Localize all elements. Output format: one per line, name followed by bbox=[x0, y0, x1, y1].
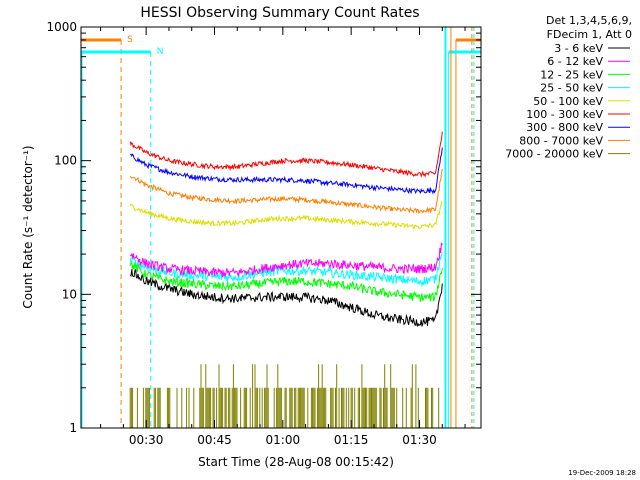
legend-entry-label: 800 - 7000 keV bbox=[519, 134, 603, 147]
legend-entry-label: 25 - 50 keV bbox=[540, 82, 603, 95]
plot-content: SN bbox=[81, 27, 481, 428]
series-line-25-50kev bbox=[129, 252, 443, 288]
legend-entry-label: 3 - 6 keV bbox=[554, 42, 603, 55]
series-line-300-800kev bbox=[129, 147, 443, 195]
legend-header-line-2: FDecim 1, Att 0 bbox=[547, 28, 632, 41]
x-tick-label: 00:30 bbox=[129, 433, 164, 447]
y-tick-label: 1 bbox=[69, 421, 77, 435]
legend-entry-label: 300 - 800 keV bbox=[526, 121, 603, 134]
series-line-12-25kev bbox=[129, 261, 443, 302]
timestamp: 19-Dec-2009 18:28 bbox=[568, 469, 636, 477]
series-line-800-7000kev bbox=[129, 168, 443, 215]
flag-n-label: N bbox=[157, 47, 164, 57]
series-line-50-100kev bbox=[129, 200, 443, 230]
legend-entry-label: 6 - 12 keV bbox=[547, 55, 603, 68]
series-line-100-300kev bbox=[129, 131, 443, 178]
y-tick-label: 100 bbox=[54, 154, 77, 168]
series-line-6-12kev bbox=[130, 242, 443, 278]
x-tick-label: 00:45 bbox=[197, 433, 232, 447]
legend: Det 1,3,4,5,6,9, FDecim 1, Att 0 3 - 6 k… bbox=[505, 14, 632, 161]
y-tick-label: 10 bbox=[62, 287, 77, 301]
legend-entry-label: 50 - 100 keV bbox=[533, 95, 603, 108]
x-axis-label: Start Time (28-Aug-08 00:15:42) bbox=[198, 455, 394, 469]
legend-entry-label: 7000 - 20000 keV bbox=[505, 148, 603, 161]
legend-entry-label: 12 - 25 keV bbox=[540, 68, 603, 81]
plot-frame bbox=[80, 26, 482, 429]
y-tick-label: 1000 bbox=[46, 20, 77, 34]
series-line-7000-20000kev bbox=[129, 364, 440, 428]
x-tick-label: 01:15 bbox=[334, 433, 369, 447]
axes: 00:30 00:45 01:00 01:15 01:30 1 10 100 1000 bbox=[46, 20, 482, 447]
flag-s-label: S bbox=[127, 35, 133, 45]
y-axis-label: Count Rate (s⁻¹ detector⁻¹) bbox=[21, 145, 35, 308]
series-line-3-6kev bbox=[129, 268, 443, 327]
legend-entry-label: 100 - 300 keV bbox=[526, 108, 603, 121]
x-tick-label: 01:30 bbox=[402, 433, 437, 447]
legend-header-line-1: Det 1,3,4,5,6,9, bbox=[546, 14, 632, 27]
x-tick-label: 01:00 bbox=[266, 433, 301, 447]
chart-title: HESSI Observing Summary Count Rates bbox=[140, 5, 419, 21]
